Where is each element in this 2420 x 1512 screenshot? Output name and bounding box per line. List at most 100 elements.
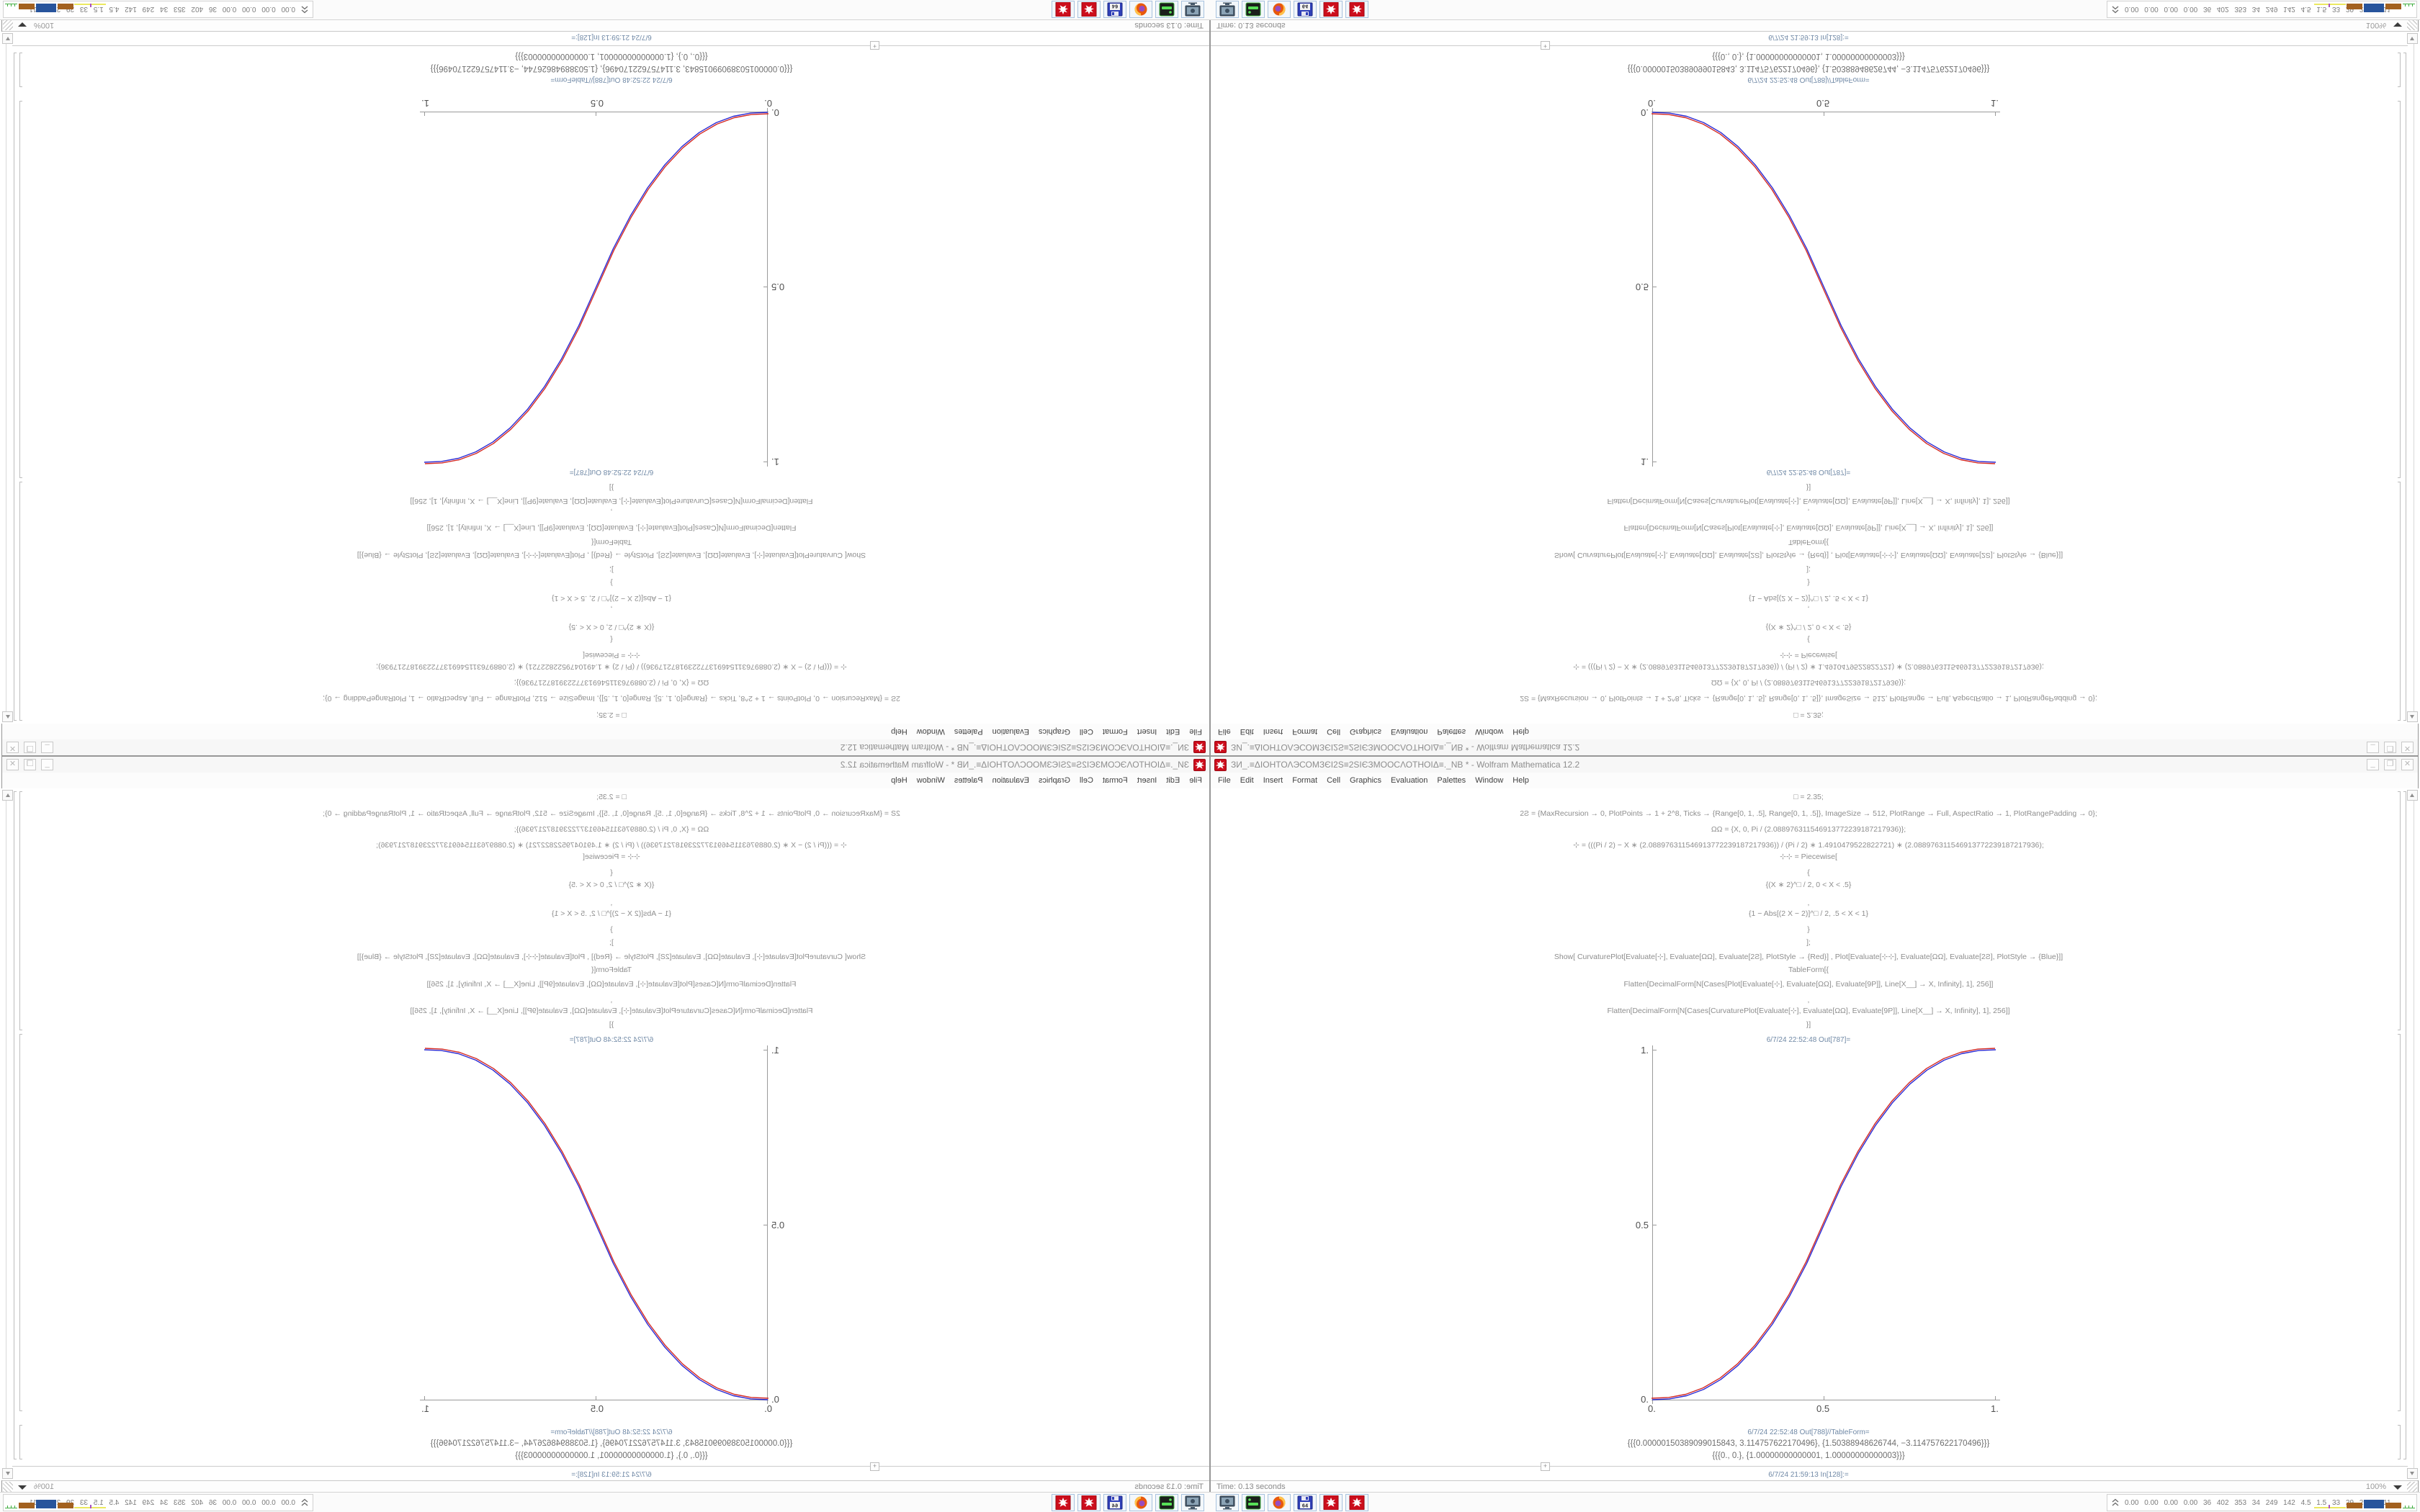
code-line[interactable]: , — [1807, 899, 1810, 907]
code-line[interactable]: ]; — [609, 938, 614, 947]
taskbar-display-button[interactable] — [1216, 1494, 1239, 1511]
menu-cell[interactable]: Cell — [1327, 776, 1341, 785]
menu-file[interactable]: File — [1218, 776, 1231, 785]
taskbar-mathematica-button[interactable] — [1345, 1, 1368, 18]
cell-bracket-out787[interactable] — [19, 1034, 22, 1411]
code-line[interactable]: ΩΩ = {X, 0, Pi / (2.08897631154691377223… — [514, 678, 709, 687]
cell-bracket-group[interactable] — [14, 791, 17, 1459]
menu-window[interactable]: Window — [1475, 776, 1504, 785]
code-line[interactable]: ΩΩ = {X, 0, Pi / (2.08897631154691377223… — [514, 825, 709, 834]
minimize-button[interactable]: _ — [41, 759, 53, 770]
window-titlebar[interactable]: ЗИ_.≡ΔΙΟΗΤΟΛЭСОМЗЄΙ2Ѕ≡2ЅΙЄЗМООСΛΟΤΗΟΙΔ≡.… — [1211, 739, 2418, 755]
maximize-button[interactable]: ❐ — [24, 742, 36, 753]
tray-expand-icon[interactable] — [2111, 1498, 2120, 1507]
cell-bracket-input[interactable] — [19, 482, 22, 721]
cell-insertion-line[interactable] — [12, 1466, 1209, 1467]
menu-insert[interactable]: Insert — [1137, 727, 1157, 736]
scrollbar-down-icon[interactable] — [2, 1468, 13, 1479]
menu-palettes[interactable]: Palettes — [1437, 727, 1466, 736]
scrollbar-down-icon[interactable] — [2407, 33, 2418, 44]
minimize-button[interactable]: _ — [41, 742, 53, 753]
code-line[interactable]: Flatten[DecimalForm[N[Cases[Plot[Evaluat… — [426, 980, 797, 989]
code-line[interactable]: }] — [1806, 483, 1811, 492]
cell-bracket-out788[interactable] — [19, 1425, 22, 1459]
cell-bracket-out788[interactable] — [19, 53, 22, 87]
code-line[interactable]: 2Ƨ = {MaxRecursion → 0, PlotPoints → 1 +… — [1520, 809, 2097, 818]
cell-bracket-group[interactable] — [2403, 791, 2406, 1459]
code-line[interactable]: ⊹⊹ = Piecewise[ — [1780, 852, 1837, 861]
menu-graphics[interactable]: Graphics — [1350, 727, 1382, 736]
menu-help[interactable]: Help — [891, 776, 908, 785]
menu-edit[interactable]: Edit — [1240, 727, 1254, 736]
resize-grip[interactable] — [3, 1482, 13, 1492]
menu-insert[interactable]: Insert — [1263, 727, 1283, 736]
code-line[interactable]: ⊹⊹ = Piecewise[ — [583, 852, 640, 861]
taskbar-drive-button[interactable] — [1242, 1, 1265, 18]
menu-evaluation[interactable]: Evaluation — [992, 727, 1029, 736]
code-line[interactable]: ΩΩ = {X, 0, Pi / (2.08897631154691377223… — [1711, 825, 1906, 834]
menu-evaluation[interactable]: Evaluation — [992, 776, 1029, 785]
notebook-area[interactable]: □ = 2.35; 2Ƨ = {MaxRecursion → 0, PlotPo… — [1211, 788, 2419, 1480]
code-line[interactable]: ⊹ = (((Pi / 2) − X ∗ (2.0889763115469137… — [376, 841, 847, 850]
code-line[interactable]: } — [610, 578, 613, 587]
cell-insert-plus-icon[interactable]: + — [1541, 41, 1550, 50]
menu-palettes[interactable]: Palettes — [954, 776, 983, 785]
tray-expand-icon[interactable] — [300, 5, 309, 14]
menu-graphics[interactable]: Graphics — [1038, 727, 1070, 736]
code-line[interactable]: TableForm[{ — [591, 966, 632, 974]
code-line[interactable]: {1 − Abs[(2 X − 2)]^□ / 2, .5 < X < 1} — [1749, 594, 1868, 603]
code-line[interactable]: }] — [609, 1020, 614, 1029]
code-line[interactable]: {(X ∗ 2)^□ / 2, 0 < X < .5} — [1765, 881, 1852, 889]
taskbar-mathematica-button[interactable] — [1052, 1494, 1075, 1511]
minimize-button[interactable]: _ — [2367, 742, 2379, 753]
cell-insert-plus-icon[interactable]: + — [870, 41, 879, 50]
menu-edit[interactable]: Edit — [1166, 776, 1180, 785]
close-button[interactable]: ✕ — [2401, 759, 2414, 770]
zoom-level[interactable]: 100% — [34, 1482, 55, 1491]
code-line[interactable]: ⊹ = (((Pi / 2) − X ∗ (2.0889763115469137… — [1573, 662, 2044, 671]
taskbar-display-button[interactable] — [1216, 1, 1239, 18]
code-line[interactable]: Flatten[DecimalForm[N[Cases[CurvaturePlo… — [410, 1007, 813, 1015]
cell-insert-plus-icon[interactable]: + — [1541, 1462, 1550, 1471]
code-line[interactable]: , — [1807, 996, 1810, 1004]
scrollbar-up-icon[interactable] — [2407, 790, 2418, 801]
code-line[interactable]: } — [1807, 925, 1810, 934]
code-line[interactable]: , — [610, 996, 613, 1004]
taskbar-mathematica-button[interactable] — [1077, 1, 1101, 18]
code-line[interactable]: □ = 2.35; — [1793, 793, 1824, 801]
code-line[interactable]: 2Ƨ = {MaxRecursion → 0, PlotPoints → 1 +… — [323, 694, 900, 703]
taskbar-display-button[interactable] — [1181, 1, 1204, 18]
close-button[interactable]: ✕ — [2401, 742, 2414, 753]
menu-file[interactable]: File — [1218, 727, 1231, 736]
code-line[interactable]: { — [1807, 868, 1810, 877]
code-line[interactable]: {1 − Abs[(2 X − 2)]^□ / 2, .5 < X < 1} — [552, 909, 671, 918]
zoom-menu-icon[interactable] — [18, 1485, 27, 1490]
code-line[interactable]: {(X ∗ 2)^□ / 2, 0 < X < .5} — [1765, 623, 1852, 631]
close-button[interactable]: ✕ — [6, 759, 19, 770]
code-line[interactable]: ]; — [609, 565, 614, 574]
cell-bracket-out788[interactable] — [2398, 53, 2401, 87]
menu-cell[interactable]: Cell — [1327, 727, 1341, 736]
notebook-area[interactable]: □ = 2.35; 2Ƨ = {MaxRecursion → 0, PlotPo… — [1211, 32, 2419, 724]
taskbar-mathematica-button[interactable] — [1345, 1494, 1368, 1511]
menu-graphics[interactable]: Graphics — [1038, 776, 1070, 785]
menu-edit[interactable]: Edit — [1166, 727, 1180, 736]
menu-file[interactable]: File — [1189, 776, 1202, 785]
code-line[interactable]: TableForm[{ — [1788, 538, 1829, 546]
code-line[interactable]: Show[ CurvaturePlot[Evaluate[⊹], Evaluat… — [1554, 551, 2063, 559]
menu-window[interactable]: Window — [916, 727, 945, 736]
code-line[interactable]: , — [1807, 508, 1810, 516]
code-line[interactable]: □ = 2.35; — [1793, 711, 1824, 719]
code-line[interactable]: {1 − Abs[(2 X − 2)]^□ / 2, .5 < X < 1} — [552, 594, 671, 603]
code-line[interactable]: Flatten[DecimalForm[N[Cases[Plot[Evaluat… — [1623, 523, 1994, 532]
taskbar-firefox-button[interactable] — [1129, 1494, 1152, 1511]
code-line[interactable]: Flatten[DecimalForm[N[Cases[CurvaturePlo… — [410, 497, 813, 505]
menu-format[interactable]: Format — [1102, 727, 1128, 736]
menu-format[interactable]: Format — [1292, 776, 1318, 785]
code-line[interactable]: } — [1807, 578, 1810, 587]
cell-bracket-input[interactable] — [19, 791, 22, 1030]
menu-help[interactable]: Help — [1512, 727, 1529, 736]
minimize-button[interactable]: _ — [2367, 759, 2379, 770]
maximize-button[interactable]: ❐ — [24, 759, 36, 770]
scrollbar-down-icon[interactable] — [2, 33, 13, 44]
